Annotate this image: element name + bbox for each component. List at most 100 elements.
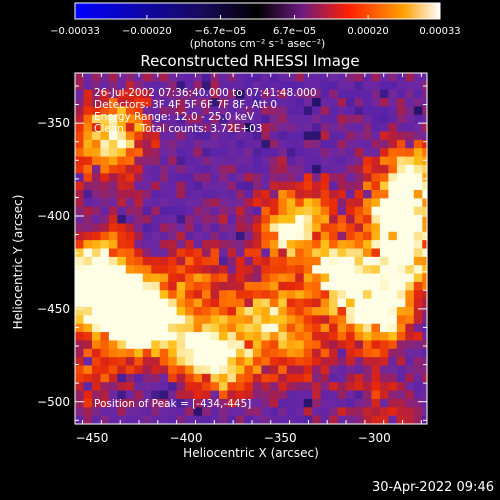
heatmap-pixel (117, 98, 127, 108)
heatmap-pixel (91, 332, 102, 342)
heatmap-pixel (346, 139, 356, 149)
heatmap-pixel (388, 181, 398, 191)
heatmap-pixel (252, 73, 262, 82)
heatmap-pixel (261, 139, 271, 149)
heatmap-pixel (371, 298, 381, 308)
heatmap-pixel (91, 248, 102, 258)
heatmap-pixel (83, 357, 93, 367)
heatmap-pixel (244, 190, 254, 199)
heatmap-pixel (286, 81, 296, 91)
heatmap-pixel (396, 248, 406, 258)
heatmap-pixel (354, 407, 364, 417)
heatmap-pixel (346, 365, 356, 375)
heatmap-pixel (210, 290, 220, 300)
heatmap-pixel (168, 415, 178, 425)
heatmap-pixel (379, 223, 390, 233)
heatmap-pixel (185, 265, 195, 275)
heatmap-pixel (210, 315, 220, 325)
heatmap-pixel (193, 357, 203, 367)
heatmap-pixel (142, 382, 152, 392)
heatmap-pixel (413, 273, 423, 283)
heatmap-pixel (320, 206, 330, 216)
heatmap-pixel (244, 81, 254, 91)
heatmap-pixel (210, 139, 220, 149)
heatmap-pixel (151, 307, 161, 316)
heatmap-pixel (286, 98, 296, 108)
heatmap-pixel (125, 290, 135, 300)
heatmap-pixel (363, 181, 373, 191)
heatmap-pixel (278, 190, 288, 199)
heatmap-pixel (261, 81, 271, 91)
heatmap-pixel (252, 89, 262, 99)
heatmap-pixel (219, 206, 229, 216)
heatmap-pixel (134, 73, 144, 82)
heatmap-pixel (371, 89, 381, 99)
heatmap-pixel (151, 215, 161, 225)
heatmap-pixel (235, 265, 246, 275)
heatmap-pixel (100, 114, 110, 124)
heatmap-pixel (278, 164, 288, 174)
heatmap-pixel (100, 256, 110, 266)
heatmap-pixel (134, 139, 144, 149)
heatmap-pixel (329, 106, 339, 116)
heatmap-pixel (354, 190, 364, 199)
heatmap-pixel (83, 148, 93, 158)
heatmap-pixel (303, 190, 313, 199)
heatmap-pixel (303, 398, 313, 408)
heatmap-pixel (329, 81, 339, 91)
heatmap-pixel (142, 365, 152, 375)
heatmap-pixel (159, 240, 169, 250)
heatmap-pixel (168, 248, 178, 258)
heatmap-pixel (83, 307, 93, 316)
heatmap-pixel (210, 348, 220, 358)
heatmap-pixel (269, 373, 279, 383)
heatmap-pixel (244, 382, 254, 392)
heatmap-pixel (210, 223, 220, 233)
heatmap-pixel (337, 365, 347, 375)
colorbar (74, 2, 441, 20)
heatmap-pixel (252, 164, 262, 174)
heatmap-pixel (75, 256, 85, 266)
heatmap-pixel (235, 407, 246, 417)
heatmap-pixel (379, 398, 390, 408)
heatmap-pixel (363, 148, 373, 158)
heatmap-pixel (168, 206, 178, 216)
heatmap-pixel (134, 198, 144, 208)
heatmap-pixel (202, 81, 212, 91)
heatmap-pixel (269, 340, 279, 350)
heatmap-pixel (379, 231, 390, 241)
heatmap-pixel (185, 240, 195, 250)
heatmap-pixel (312, 114, 322, 124)
heatmap-pixel (202, 215, 212, 225)
heatmap-pixel (108, 173, 118, 183)
heatmap-pixel (405, 181, 415, 191)
heatmap-pixel (193, 390, 203, 400)
heatmap-pixel (320, 340, 330, 350)
heatmap-pixel (117, 281, 127, 291)
heatmap-pixel (303, 106, 313, 116)
heatmap-pixel (303, 281, 313, 291)
x-tick-label: −450 (75, 431, 109, 445)
heatmap-pixel (396, 240, 406, 250)
heatmap-pixel (125, 215, 135, 225)
heatmap-pixel (295, 398, 305, 408)
heatmap-pixel (159, 190, 169, 199)
heatmap-pixel (108, 340, 118, 350)
heatmap-pixel (185, 256, 195, 266)
heatmap-pixel (142, 89, 152, 99)
heatmap-pixel (100, 398, 110, 408)
heatmap-pixel (193, 281, 203, 291)
heatmap-pixel (185, 73, 195, 82)
colorbar-tick-label: 0.00033 (419, 26, 461, 37)
heatmap-pixel (100, 348, 110, 358)
heatmap-pixel (405, 398, 415, 408)
heatmap-pixel (269, 281, 279, 291)
heatmap-pixel (108, 198, 118, 208)
heatmap-pixel (337, 81, 347, 91)
heatmap-pixel (396, 156, 406, 166)
heatmap-pixel (151, 173, 161, 183)
heatmap-pixel (185, 315, 195, 325)
heatmap-pixel (405, 348, 415, 358)
heatmap-pixel (193, 348, 203, 358)
heatmap-pixel (91, 298, 102, 308)
